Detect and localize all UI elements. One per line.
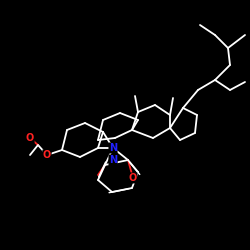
Text: O: O xyxy=(26,133,34,143)
Text: O: O xyxy=(43,150,51,160)
Text: O: O xyxy=(129,173,137,183)
Text: N: N xyxy=(109,143,117,153)
Text: N: N xyxy=(109,155,117,165)
